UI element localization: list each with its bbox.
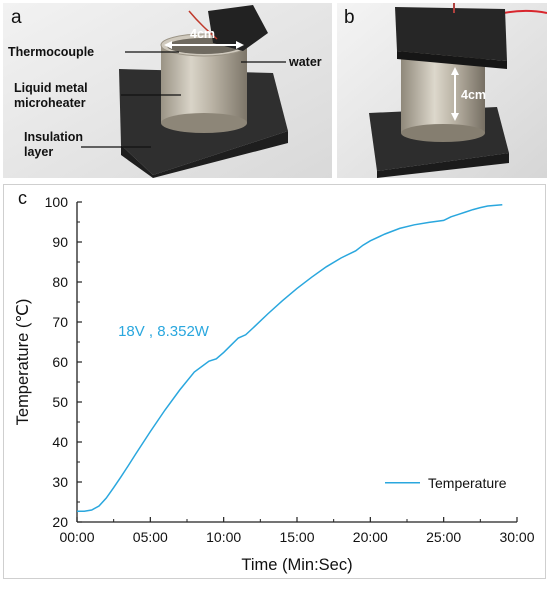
x-tick-label: 20:00 xyxy=(353,529,388,545)
photo-panel-a: a Thermocouple water Liquid metal microh… xyxy=(3,3,332,178)
thermocouple-label: Thermocouple xyxy=(8,45,95,59)
height-label: 4cm xyxy=(461,88,487,102)
y-tick-label: 80 xyxy=(52,274,68,290)
x-axis-label: Time (Min:Sec) xyxy=(241,556,352,574)
y-tick-label: 20 xyxy=(52,514,68,530)
x-tick-label: 00:00 xyxy=(59,529,94,545)
x-tick-label: 30:00 xyxy=(499,529,534,545)
water-label: water xyxy=(289,55,322,69)
photo-panel-b: b 4cm xyxy=(337,3,547,178)
chart-panel-c: c 20 30 40 50 60 70 80 90 100 00:00 05:00 10:00 15:00… xyxy=(3,184,546,579)
temperature-series-line xyxy=(77,204,503,512)
insulation-label: Insulation layer xyxy=(24,130,84,159)
y-tick-label: 100 xyxy=(45,194,69,210)
x-tick-label: 05:00 xyxy=(133,529,168,545)
y-tick-label: 70 xyxy=(52,314,68,330)
power-annotation: 18V , 8.352W xyxy=(118,323,210,340)
y-tick-label: 50 xyxy=(52,394,68,410)
y-axis-label: Temperature (℃) xyxy=(14,299,32,426)
photo-b-illustration xyxy=(337,3,547,178)
y-tick-label: 90 xyxy=(52,234,68,250)
diameter-label: 4cm xyxy=(190,27,216,41)
y-tick-label: 30 xyxy=(52,474,68,490)
panel-b-letter: b xyxy=(344,7,355,28)
y-tick-label: 40 xyxy=(52,434,68,450)
x-tick-label: 25:00 xyxy=(426,529,461,545)
x-tick-label: 10:00 xyxy=(206,529,241,545)
x-tick-label: 15:00 xyxy=(279,529,314,545)
y-tick-label: 60 xyxy=(52,354,68,370)
photo-a-illustration xyxy=(3,3,332,178)
microheater-label: Liquid metal microheater xyxy=(14,81,88,110)
legend-label: Temperature xyxy=(428,475,507,491)
panel-c-letter: c xyxy=(18,188,27,208)
panel-a-letter: a xyxy=(11,7,22,28)
temperature-chart: c 20 30 40 50 60 70 80 90 100 00:00 05:00 10:00 15:00… xyxy=(14,188,535,574)
